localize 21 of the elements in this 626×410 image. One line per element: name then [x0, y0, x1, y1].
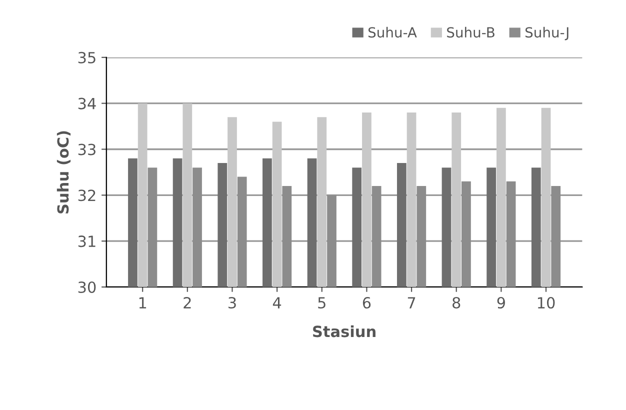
x-tick-label: 2 [184, 296, 191, 308]
y-axis-title: Suhu (oC) [56, 131, 71, 214]
x-tick-label: 8 [452, 296, 460, 309]
y-tick-label: 31 [78, 236, 96, 248]
x-tick-label: 6 [362, 296, 371, 309]
legend-label: Suhu-J [525, 26, 568, 40]
y-tick-label: 32 [78, 190, 96, 202]
y-tick-label: 30 [78, 281, 96, 294]
y-tick-label: 34 [78, 98, 96, 110]
x-tick-label: 9 [497, 296, 505, 309]
y-tick-label: 35 [78, 52, 96, 64]
x-tick-label: 7 [408, 297, 416, 308]
x-tick-label: 5 [318, 297, 326, 309]
legend-label: Suhu-A [368, 26, 417, 38]
x-axis-title: Stasiun [313, 325, 376, 338]
y-tick-label: 33 [78, 144, 96, 156]
x-tick-label: 10 [538, 296, 555, 309]
x-tick-label: 4 [272, 297, 282, 308]
x-tick-label: 3 [228, 296, 236, 309]
x-tick-label: 1 [139, 297, 146, 308]
legend-label: Suhu-B [447, 26, 494, 38]
